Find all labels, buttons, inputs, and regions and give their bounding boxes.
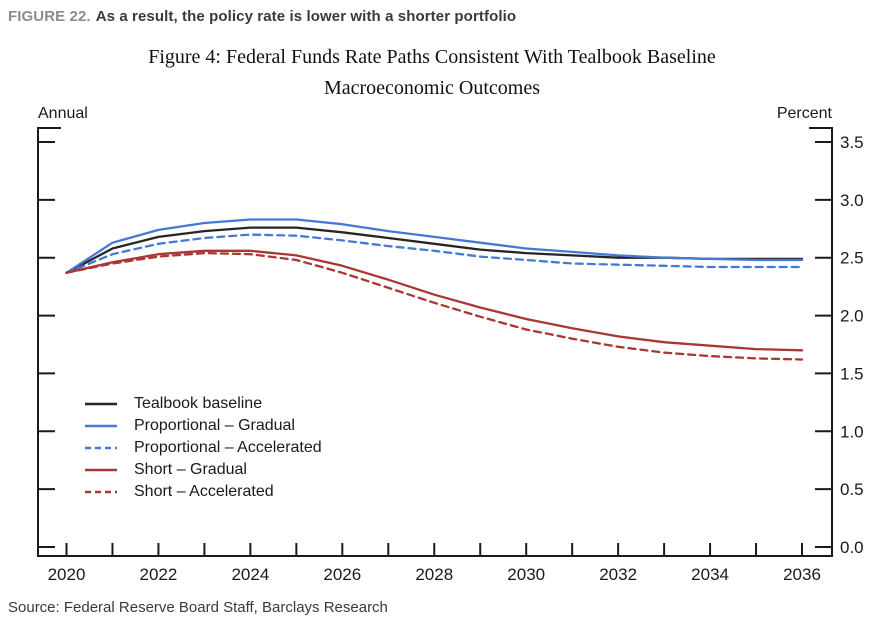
legend-label: Tealbook baseline (134, 395, 263, 412)
legend-swatch-line (85, 468, 117, 472)
legend-item: Short – Accelerated (85, 481, 322, 503)
y-tick-label: 2.5 (840, 249, 864, 268)
legend-item: Short – Gradual (85, 459, 322, 481)
legend-label: Proportional – Gradual (134, 417, 295, 434)
chart-legend: Tealbook baseline Proportional – Gradual P… (85, 393, 322, 503)
series-line-short-gradual (65, 249, 804, 352)
x-tick-label: 2022 (140, 565, 178, 584)
x-tick-label: 2032 (599, 565, 637, 584)
y-tick-label: 2.0 (840, 307, 864, 326)
y-tick-label: 3.0 (840, 191, 864, 210)
figure-number-label: FIGURE 22. (8, 8, 91, 25)
legend-item: Proportional – Accelerated (85, 437, 322, 459)
legend-label: Proportional – Accelerated (134, 439, 322, 456)
y-tick-label: 0.0 (840, 538, 864, 557)
legend-label: Short – Accelerated (134, 483, 274, 500)
legend-swatch-line (85, 490, 117, 494)
x-tick-label: 2026 (323, 565, 361, 584)
legend-swatch-line (85, 424, 117, 428)
legend-label: Short – Gradual (134, 461, 247, 478)
x-tick-label: 2024 (231, 565, 269, 584)
figure-caption: As a result, the policy rate is lower wi… (95, 8, 517, 25)
series-line-proportional-gradual (65, 218, 804, 274)
source-line: Source: Federal Reserve Board Staff, Bar… (8, 599, 388, 616)
y-tick-label: 1.5 (840, 364, 864, 383)
chart-title: Figure 4: Federal Funds Rate Paths Consi… (0, 42, 864, 104)
series-line-short-accelerated (65, 251, 804, 361)
y-tick-label: 3.5 (840, 133, 864, 152)
legend-swatch-line (85, 402, 117, 406)
x-tick-label: 2028 (415, 565, 453, 584)
chart-title-line2: Macroeconomic Outcomes (323, 77, 541, 99)
legend-item: Tealbook baseline (85, 393, 322, 415)
right-axis-unit-label: Percent (776, 105, 832, 122)
x-tick-label: 2034 (691, 565, 729, 584)
x-tick-label: 2036 (783, 565, 821, 584)
y-tick-label: 1.0 (840, 422, 864, 441)
figure-header: FIGURE 22. As a result, the policy rate i… (8, 8, 516, 25)
legend-item: Proportional – Gradual (85, 415, 322, 437)
x-tick-label: 2020 (48, 565, 86, 584)
chart-title-line1: Figure 4: Federal Funds Rate Paths Consi… (148, 46, 716, 68)
y-tick-label: 0.5 (840, 480, 864, 499)
left-axis-unit-label: Annual (38, 105, 88, 122)
series-line-proportional-accelerated (65, 233, 804, 274)
x-tick-label: 2030 (507, 565, 545, 584)
legend-swatch-line (85, 446, 117, 450)
